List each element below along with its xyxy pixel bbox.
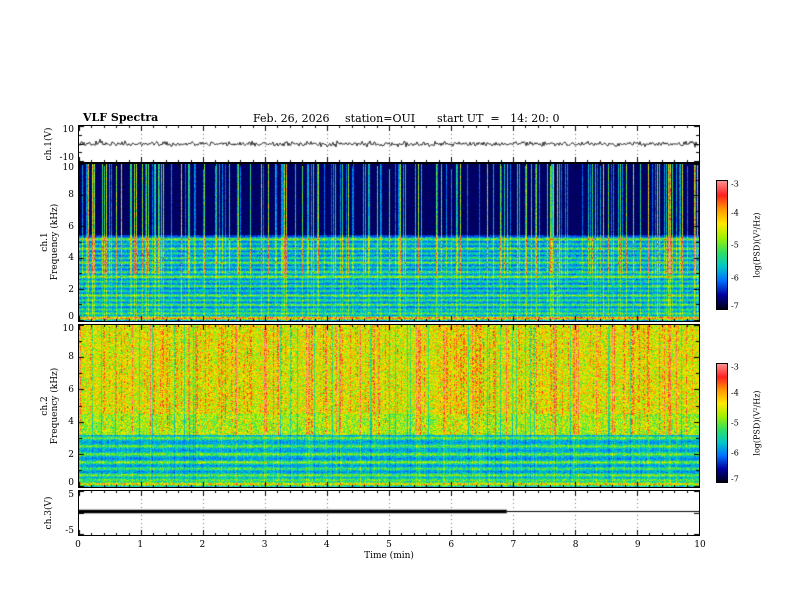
ch1-frequency-axis-label-line1: ch.1 [40, 232, 50, 252]
spec2-ytick-label: 4 [68, 417, 74, 428]
ch2-frequency-axis-label-line1: ch.2 [40, 396, 50, 416]
x-tick-label: 4 [323, 540, 330, 550]
spec1-ytick-label: 6 [68, 221, 74, 232]
spec1-ytick-label: 8 [68, 189, 74, 200]
x-tick-label: 7 [510, 540, 517, 550]
wave1-ytick-label: -10 [59, 153, 75, 163]
ch1-spectrogram-plot [79, 164, 699, 321]
colorbar-tick-label: -6 [731, 448, 739, 458]
plot-title: VLF Spectra [83, 111, 159, 124]
spec1-ytick-label: 0 [68, 312, 74, 322]
colorbar-tick-label: -6 [731, 273, 739, 282]
spec2-ytick-label: 8 [68, 351, 74, 362]
ch3-voltage-axis-label: ch.3(V) [44, 496, 54, 530]
spec1-ytick-label: 4 [68, 253, 74, 264]
colorbar-tick-label: -7 [731, 301, 739, 311]
ch3-status-panel [78, 490, 700, 536]
spec2-ytick-label: 2 [68, 450, 74, 461]
start-ut-label: start UT = 14: 20: 0 [437, 112, 560, 125]
x-tick-label: 1 [137, 540, 144, 550]
colorbar-tick-label: -3 [731, 179, 739, 189]
ch2-colorbar-psd-label: log(PSD)(V²/Hz) [752, 390, 762, 456]
ch1-waveform-plot [79, 126, 699, 162]
ch2-spectrogram-panel [78, 324, 700, 488]
x-tick-label: 6 [448, 540, 455, 550]
ch1-colorbar [716, 180, 728, 310]
colorbar-tick-label: -3 [731, 362, 739, 372]
ch2-colorbar [716, 363, 728, 483]
ch1-spectrogram-panel [78, 163, 700, 322]
wave1-ytick-label: 10 [62, 125, 74, 135]
ch1-frequency-axis-label-line2: Frequency (kHz) [50, 203, 60, 281]
colorbar-tick-label: -4 [731, 388, 739, 398]
colorbar-tick-label: -4 [731, 208, 739, 217]
colorbar-tick-label: -5 [731, 240, 739, 250]
colorbar-tick-label: -7 [731, 474, 739, 484]
ch1-frequency-axis-label: ch.1 Frequency (kHz) [40, 204, 60, 281]
ch1-voltage-axis-label: ch.1(V) [44, 127, 54, 161]
station-label: station=OUI [345, 112, 416, 125]
spec2-ytick-label: 6 [68, 384, 74, 395]
ch1-colorbar-psd-label: log(PSD)(V²/Hz) [752, 212, 762, 278]
x-tick-label: 0 [75, 540, 81, 550]
ch2-spectrogram-plot [79, 325, 699, 487]
spec2-ytick-label: 10 [62, 324, 74, 334]
x-tick-label: 10 [694, 540, 706, 550]
spec1-ytick-label: 2 [68, 285, 74, 296]
ch3-ytick-label: -5 [65, 526, 74, 536]
x-tick-label: 8 [572, 540, 579, 550]
ch3-status-plot [79, 491, 699, 535]
spec2-ytick-label: 0 [68, 478, 74, 488]
x-tick-label: 3 [261, 540, 268, 550]
ch1-waveform-panel [78, 125, 700, 163]
date-label: Feb. 26, 2026 [253, 112, 330, 125]
time-axis-label: Time (min) [364, 551, 414, 561]
x-tick-label: 2 [199, 540, 206, 550]
colorbar-tick-label: -5 [731, 418, 739, 428]
ch3-ytick-label: 5 [68, 490, 74, 500]
x-tick-label: 5 [386, 540, 392, 550]
spec1-ytick-label: 10 [62, 163, 74, 173]
x-tick-label: 9 [634, 540, 641, 550]
ch2-frequency-axis-label: ch.2 Frequency (kHz) [40, 368, 60, 445]
ch2-frequency-axis-label-line2: Frequency (kHz) [50, 367, 60, 445]
